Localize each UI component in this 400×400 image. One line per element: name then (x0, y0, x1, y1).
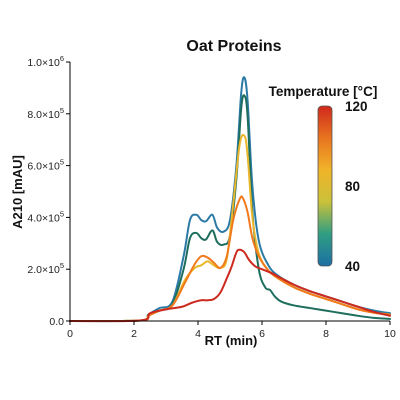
colorbar-tick-label: 40 (345, 259, 360, 274)
series-line-60 (69, 94, 391, 323)
y-tick-label: 2.0×105 (27, 261, 64, 276)
x-axis-label: RT (min) (205, 333, 258, 348)
x-tick-label: 4 (195, 328, 201, 340)
y-tick-label: 1.0×106 (27, 54, 64, 69)
x-tick-label: 8 (323, 328, 329, 340)
series-line-40 (69, 76, 391, 323)
y-tick-label: 0.0 (49, 316, 64, 328)
y-axis-label: A210 [mAU] (10, 155, 25, 229)
x-tick-label: 0 (67, 328, 73, 340)
colorbar-tick-label: 120 (345, 99, 368, 114)
x-tick-label: 10 (384, 328, 396, 340)
colorbar-ticks: 40 80 120 (345, 99, 368, 274)
x-tick-label: 6 (259, 328, 265, 340)
series-layer (69, 76, 391, 323)
series-line-120 (69, 248, 391, 323)
y-tick-label: 8.0×105 (27, 106, 64, 121)
x-ticks: 0 2 4 6 8 10 (67, 321, 396, 340)
series-line-100 (69, 195, 391, 323)
chart-title: Oat Proteins (186, 38, 281, 55)
y-tick-label: 4.0×105 (27, 209, 64, 224)
series-line-80 (69, 133, 391, 323)
colorbar (317, 105, 333, 267)
x-tick-label: 2 (131, 328, 137, 340)
colorbar-tick-label: 80 (345, 179, 360, 194)
y-ticks: 0.0 2.0×105 4.0×105 6.0×105 8.0×105 1.0×106 (27, 54, 70, 328)
colorbar-title: Temperature [°C] (269, 84, 378, 99)
y-tick-label: 6.0×105 (27, 158, 64, 173)
